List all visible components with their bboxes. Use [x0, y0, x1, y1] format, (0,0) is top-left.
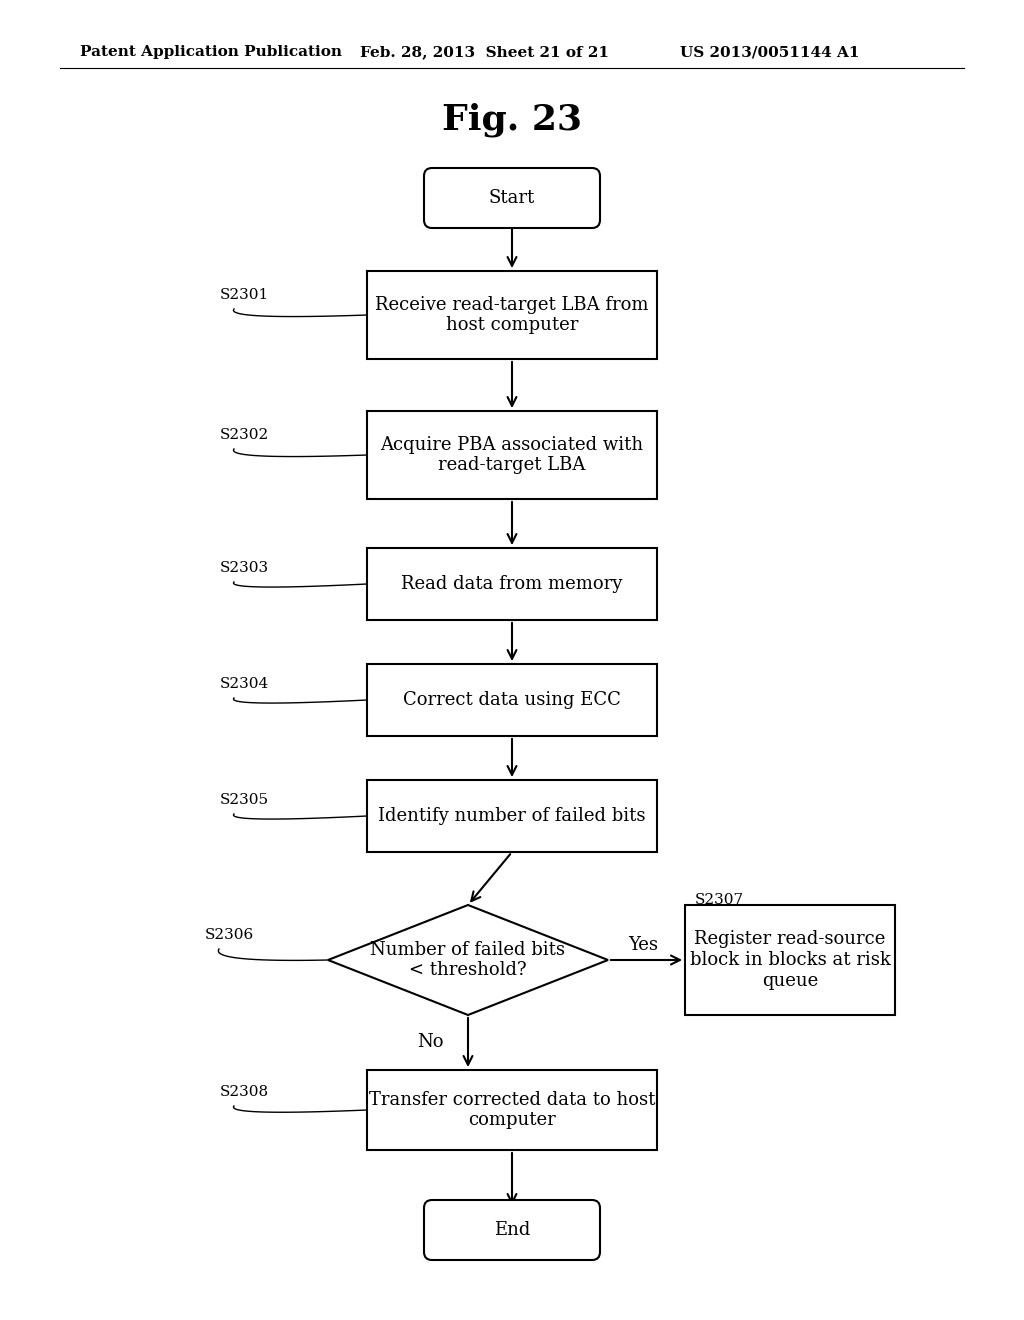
Bar [367, 664, 657, 737]
Bar [367, 780, 657, 851]
Text: S2304: S2304 [220, 677, 269, 690]
Text: Register read-source
block in blocks at risk
queue: Register read-source block in blocks at … [689, 931, 891, 990]
Text: S2302: S2302 [220, 428, 269, 442]
Text: Identify number of failed bits: Identify number of failed bits [378, 807, 646, 825]
Text: S2303: S2303 [220, 561, 269, 576]
Text: Correct data using ECC: Correct data using ECC [403, 690, 621, 709]
Text: Acquire PBA associated with
read-target LBA: Acquire PBA associated with read-target … [381, 436, 643, 474]
Text: Read data from memory: Read data from memory [401, 576, 623, 593]
Text: Feb. 28, 2013  Sheet 21 of 21: Feb. 28, 2013 Sheet 21 of 21 [360, 45, 609, 59]
Text: S2308: S2308 [220, 1085, 269, 1100]
Text: Transfer corrected data to host
computer: Transfer corrected data to host computer [369, 1090, 655, 1130]
Bar [367, 1071, 657, 1150]
Text: S2306: S2306 [205, 928, 254, 942]
Bar [367, 411, 657, 499]
Text: Start: Start [488, 189, 536, 207]
Text: End: End [494, 1221, 530, 1239]
Text: No: No [417, 1034, 443, 1051]
Bar [367, 548, 657, 620]
Text: S2301: S2301 [220, 288, 269, 302]
FancyBboxPatch shape [424, 1200, 600, 1261]
Text: Number of failed bits
< threshold?: Number of failed bits < threshold? [371, 941, 565, 979]
Bar [367, 271, 657, 359]
Text: US 2013/0051144 A1: US 2013/0051144 A1 [680, 45, 859, 59]
Text: Receive read-target LBA from
host computer: Receive read-target LBA from host comput… [375, 296, 649, 334]
Text: S2305: S2305 [220, 793, 269, 807]
Text: Yes: Yes [628, 936, 658, 954]
Polygon shape [328, 906, 608, 1015]
Text: S2307: S2307 [695, 894, 744, 907]
Text: Fig. 23: Fig. 23 [442, 103, 582, 137]
Bar [685, 906, 895, 1015]
Text: Patent Application Publication: Patent Application Publication [80, 45, 342, 59]
FancyBboxPatch shape [424, 168, 600, 228]
